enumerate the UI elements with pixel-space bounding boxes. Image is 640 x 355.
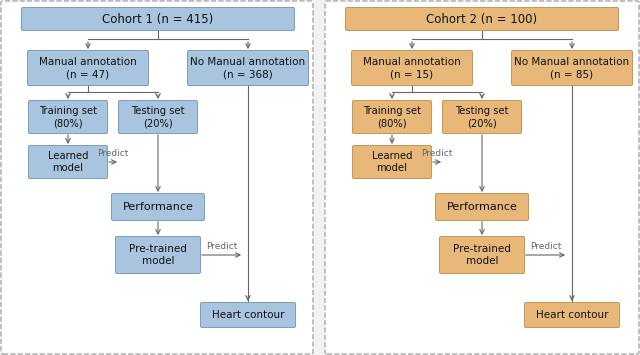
FancyBboxPatch shape: [200, 302, 296, 328]
FancyBboxPatch shape: [442, 100, 522, 133]
FancyBboxPatch shape: [29, 100, 108, 133]
FancyBboxPatch shape: [29, 146, 108, 179]
Text: Pre-trained
model: Pre-trained model: [129, 244, 187, 266]
Text: Performance: Performance: [447, 202, 517, 212]
FancyBboxPatch shape: [511, 50, 632, 86]
Text: Predict: Predict: [97, 149, 129, 158]
Text: Manual annotation
(n = 47): Manual annotation (n = 47): [39, 57, 137, 79]
Text: Heart contour: Heart contour: [212, 310, 284, 320]
Text: Predict: Predict: [530, 242, 561, 251]
FancyBboxPatch shape: [353, 146, 431, 179]
FancyBboxPatch shape: [525, 302, 620, 328]
Text: Predict: Predict: [421, 149, 452, 158]
FancyBboxPatch shape: [22, 7, 294, 31]
Text: Performance: Performance: [123, 202, 193, 212]
Text: Pre-trained
model: Pre-trained model: [453, 244, 511, 266]
FancyBboxPatch shape: [353, 100, 431, 133]
Text: Predict: Predict: [206, 242, 237, 251]
Text: Manual annotation
(n = 15): Manual annotation (n = 15): [363, 57, 461, 79]
FancyBboxPatch shape: [435, 193, 529, 220]
FancyBboxPatch shape: [440, 236, 525, 273]
Text: Cohort 2 (n = 100): Cohort 2 (n = 100): [426, 12, 538, 26]
FancyBboxPatch shape: [351, 50, 472, 86]
Text: Training set
(80%): Training set (80%): [39, 106, 97, 128]
Text: Learned
model: Learned model: [48, 151, 88, 173]
Text: Cohort 1 (n = 415): Cohort 1 (n = 415): [102, 12, 214, 26]
FancyBboxPatch shape: [325, 1, 639, 354]
FancyBboxPatch shape: [1, 1, 313, 354]
Text: No Manual annotation
(n = 85): No Manual annotation (n = 85): [515, 57, 630, 79]
FancyBboxPatch shape: [111, 193, 205, 220]
Text: Learned
model: Learned model: [372, 151, 412, 173]
Text: Testing set
(20%): Testing set (20%): [131, 106, 185, 128]
Text: Training set
(80%): Training set (80%): [363, 106, 421, 128]
FancyBboxPatch shape: [188, 50, 308, 86]
FancyBboxPatch shape: [346, 7, 618, 31]
FancyBboxPatch shape: [28, 50, 148, 86]
Text: No Manual annotation
(n = 368): No Manual annotation (n = 368): [191, 57, 305, 79]
Text: Heart contour: Heart contour: [536, 310, 608, 320]
FancyBboxPatch shape: [118, 100, 198, 133]
Text: Testing set
(20%): Testing set (20%): [455, 106, 509, 128]
FancyBboxPatch shape: [115, 236, 200, 273]
